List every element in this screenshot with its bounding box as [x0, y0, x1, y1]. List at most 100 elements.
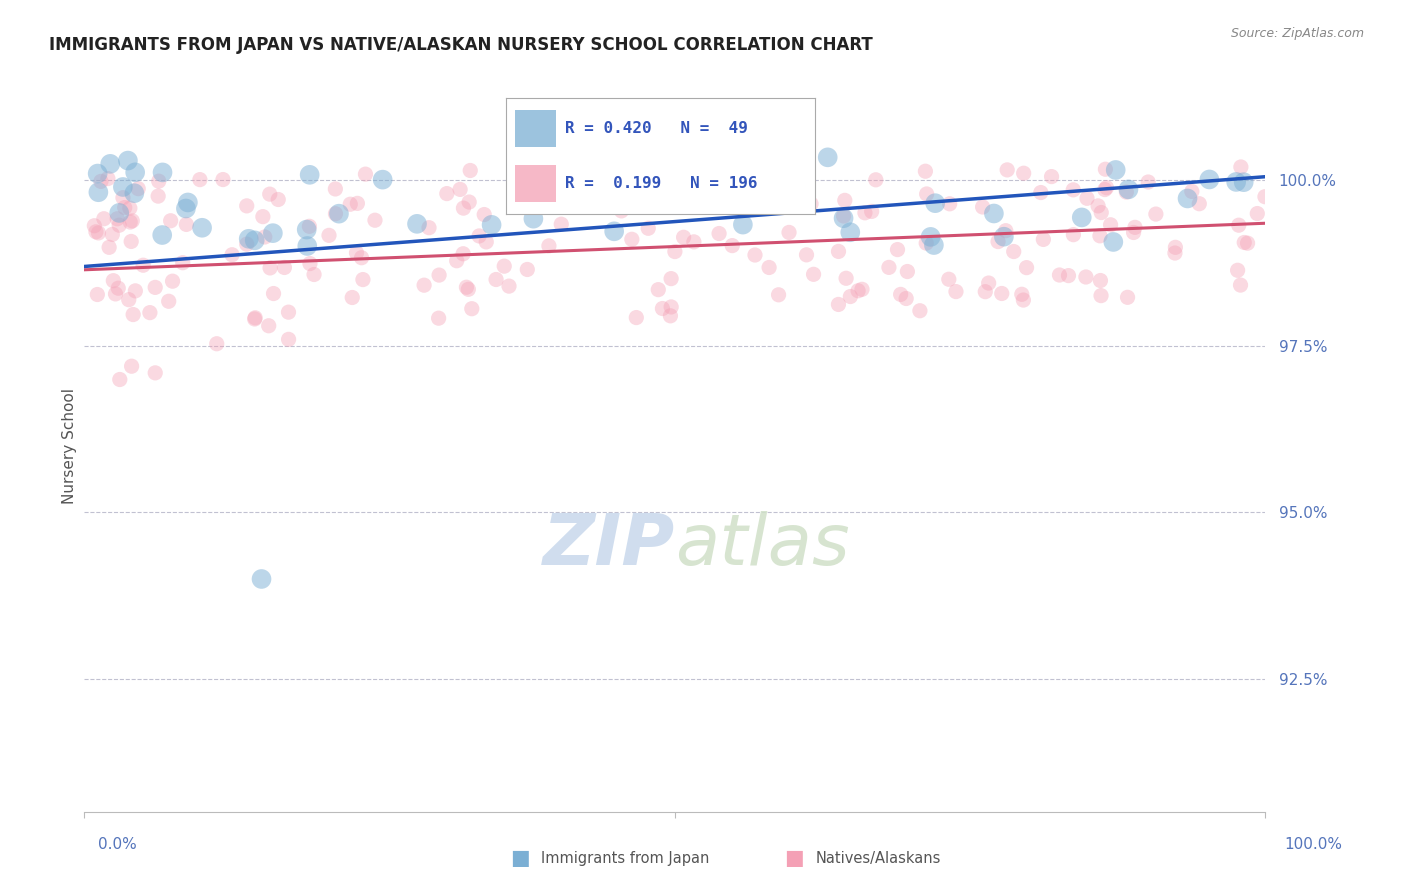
Point [1062, 227, 1084, 242]
Point [1029, 186, 1052, 200]
Point [498, 279, 520, 293]
Point [977, 276, 1000, 290]
Point [827, 297, 849, 311]
Point [124, 165, 146, 179]
Point [104, 286, 127, 301]
Point [1102, 235, 1125, 249]
Point [298, 219, 321, 234]
Point [108, 372, 131, 386]
Point [1144, 207, 1167, 221]
Bar [516, 110, 555, 147]
Point [832, 209, 855, 223]
Point [352, 272, 374, 286]
Point [277, 332, 299, 346]
Point [243, 312, 266, 326]
Point [162, 274, 184, 288]
Point [191, 220, 214, 235]
Point [235, 237, 257, 252]
Point [413, 278, 436, 293]
Text: ■: ■ [785, 848, 804, 868]
Point [974, 285, 997, 299]
Point [839, 225, 862, 239]
Point [159, 213, 181, 227]
Point [762, 162, 785, 177]
Text: Natives/Alaskans: Natives/Alaskans [815, 851, 941, 865]
Point [609, 183, 631, 197]
Text: Source: ZipAtlas.com: Source: ZipAtlas.com [1230, 27, 1364, 40]
Point [475, 235, 498, 249]
Point [1229, 278, 1251, 293]
Text: ■: ■ [510, 848, 530, 868]
Point [835, 271, 858, 285]
Point [938, 196, 960, 211]
Point [371, 172, 394, 186]
Point [1049, 268, 1071, 282]
Point [221, 248, 243, 262]
Point [150, 227, 173, 242]
Point [250, 572, 273, 586]
Point [1198, 172, 1220, 186]
Point [1181, 185, 1204, 199]
Point [346, 245, 368, 260]
Point [1233, 235, 1256, 250]
Point [472, 208, 495, 222]
Point [406, 217, 429, 231]
Point [681, 195, 703, 210]
Point [1105, 163, 1128, 178]
Point [101, 227, 124, 242]
Point [1254, 190, 1277, 204]
Point [157, 294, 180, 309]
Point [755, 195, 778, 210]
Point [86, 167, 108, 181]
Point [298, 256, 321, 270]
Point [1015, 260, 1038, 275]
Point [257, 318, 280, 333]
Text: 0.0%: 0.0% [98, 838, 138, 852]
Point [453, 201, 475, 215]
Point [1118, 182, 1140, 196]
Point [778, 226, 800, 240]
Point [446, 253, 468, 268]
Point [1233, 175, 1256, 189]
Point [803, 268, 825, 282]
Point [994, 224, 1017, 238]
Point [1094, 183, 1116, 197]
Point [915, 236, 938, 251]
Point [1094, 162, 1116, 177]
Point [800, 196, 823, 211]
Point [721, 238, 744, 252]
Point [938, 272, 960, 286]
Point [325, 207, 347, 221]
Point [516, 262, 538, 277]
Point [908, 303, 931, 318]
Point [634, 190, 657, 204]
Point [1115, 185, 1137, 199]
Point [328, 207, 350, 221]
Point [449, 182, 471, 196]
Point [1177, 191, 1199, 205]
Point [121, 214, 143, 228]
Point [914, 164, 936, 178]
Point [1070, 211, 1092, 225]
Point [111, 180, 134, 194]
Point [990, 286, 1012, 301]
Point [117, 153, 139, 168]
Point [111, 191, 134, 205]
Point [103, 274, 125, 288]
Point [451, 246, 474, 260]
Point [672, 230, 695, 244]
Point [342, 291, 364, 305]
Point [259, 260, 281, 275]
Point [915, 186, 938, 201]
Point [152, 165, 174, 179]
Point [177, 195, 200, 210]
Point [339, 197, 361, 211]
Point [1225, 175, 1247, 189]
Point [485, 272, 508, 286]
Point [346, 196, 368, 211]
Point [235, 199, 257, 213]
Point [458, 163, 481, 178]
Point [1040, 169, 1063, 184]
Point [121, 359, 143, 374]
Point [758, 260, 780, 275]
